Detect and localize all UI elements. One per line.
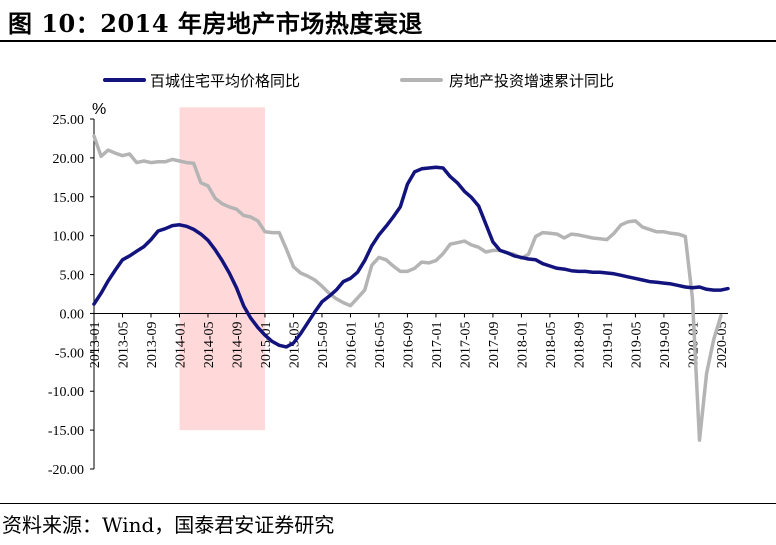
y-tick-label: 10.00 xyxy=(53,230,85,245)
y-tick-label: 25.00 xyxy=(53,113,85,128)
series-line-price-yoy xyxy=(92,165,730,349)
highlight-layer xyxy=(179,107,265,431)
legend-item-price-yoy: 百城住宅平均价格同比 xyxy=(103,72,300,90)
x-tick-label: 2017-05 xyxy=(458,321,473,368)
legend-item-investment-yoy: 房地产投资增速累计同比 xyxy=(400,72,614,90)
y-tick-label: 15.00 xyxy=(53,191,85,206)
y-tick-label: 20.00 xyxy=(53,152,85,167)
x-tick-label: 2014-05 xyxy=(202,321,217,368)
y-tick-label: -10.00 xyxy=(48,385,84,400)
chart-legend: 百城住宅平均价格同比 房地产投资增速累计同比 xyxy=(103,72,614,90)
x-tick-label: 2019-01 xyxy=(601,321,616,368)
axis-layer: 25.00 20.00 15.00 10.00 5.00 0.00 -5.00 -10.00 -… xyxy=(48,101,730,478)
figure-title: 图 10：2014 年房地产市场热度衰退 xyxy=(8,9,423,38)
y-tick-label: 5.00 xyxy=(60,269,85,284)
legend-label: 房地产投资增速累计同比 xyxy=(449,72,614,90)
legend-label: 百城住宅平均价格同比 xyxy=(150,72,300,90)
x-tick-label: 2013-01 xyxy=(88,321,103,368)
title-divider xyxy=(0,40,776,42)
x-tick-label: 2018-05 xyxy=(544,321,559,368)
source-note: 资料来源：Wind，国泰君安证券研究 xyxy=(2,513,335,537)
x-tick-label: 2014-01 xyxy=(173,321,188,368)
x-tick-label: 2015-05 xyxy=(287,321,302,368)
x-tick-label: 2019-09 xyxy=(658,321,673,368)
x-tick-label: 2016-01 xyxy=(344,321,359,368)
y-tick-label: -15.00 xyxy=(48,424,84,439)
x-tick-label: 2015-01 xyxy=(259,321,274,368)
x-tick-label: 2017-01 xyxy=(430,321,445,368)
source-divider xyxy=(0,503,776,504)
y-tick-label: -20.00 xyxy=(48,463,84,478)
x-tick-label: 2017-09 xyxy=(487,321,502,368)
y-unit-label: % xyxy=(92,101,106,118)
x-tick-label: 2016-09 xyxy=(401,321,416,368)
y-tick-label: 0.00 xyxy=(60,307,85,322)
x-tick-label: 2019-05 xyxy=(629,321,644,368)
x-tick-label: 2016-05 xyxy=(373,321,388,368)
highlight-band xyxy=(179,107,265,431)
x-tick-label: 2013-09 xyxy=(145,321,160,368)
x-tick-label: 2013-05 xyxy=(116,321,131,368)
x-tick-label: 2015-09 xyxy=(316,321,331,368)
line-chart: 25.00 20.00 15.00 10.00 5.00 0.00 -5.00 -10.00 -… xyxy=(48,72,730,478)
x-tick-label: 2018-09 xyxy=(572,321,587,368)
x-tick-label: 2014-09 xyxy=(230,321,245,368)
y-tick-label: -5.00 xyxy=(55,346,84,361)
series-line-investment-yoy xyxy=(92,134,723,442)
series-layer xyxy=(92,134,730,442)
x-tick-label: 2020-05 xyxy=(715,321,730,368)
x-tick-label: 2018-01 xyxy=(515,321,530,368)
